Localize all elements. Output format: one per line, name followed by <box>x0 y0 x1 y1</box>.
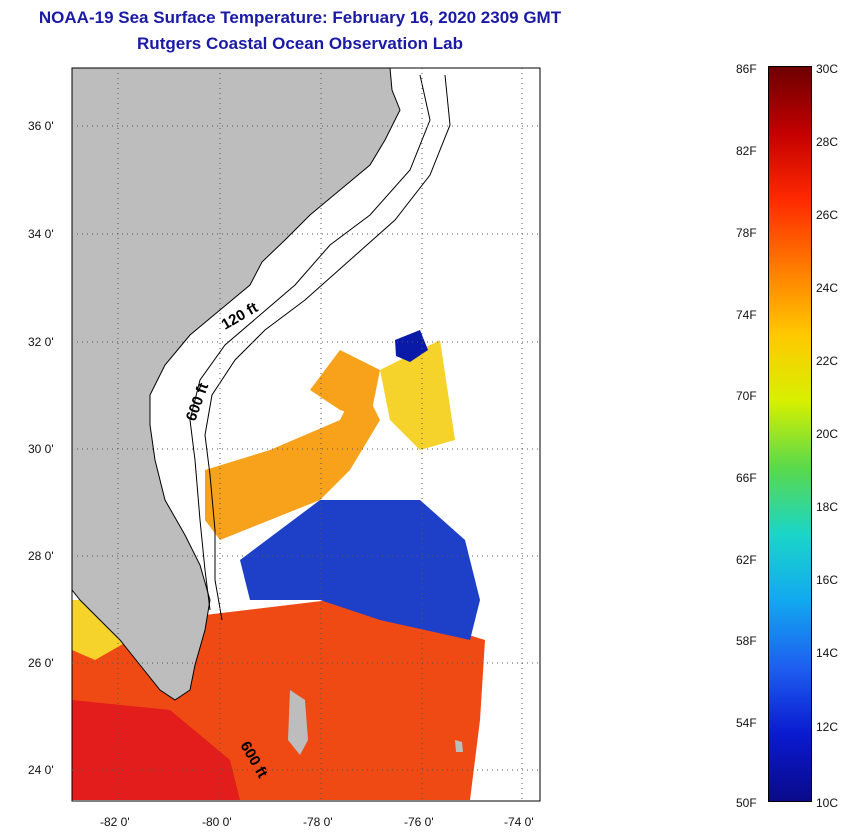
lat-label: 30 0' <box>28 442 54 456</box>
colorbar-label-c: 14C <box>816 646 839 660</box>
lon-label: -74 0' <box>504 815 534 829</box>
colorbar-label-c: 16C <box>816 573 839 587</box>
latitude-axis: 36 0' 34 0' 32 0' 30 0' 28 0' 26 0' 24 0… <box>28 119 54 777</box>
colorbar-label-f: 82F <box>736 144 757 158</box>
colorbar-label-c: 28C <box>816 135 839 149</box>
colorbar-label-f: 54F <box>736 716 757 730</box>
colorbar-label-f: 86F <box>736 62 757 76</box>
depth-contour-600ft <box>204 74 451 621</box>
colorbar-label-c: 18C <box>816 500 839 514</box>
longitude-axis: -82 0' -80 0' -78 0' -76 0' -74 0' <box>100 815 534 829</box>
lat-label: 24 0' <box>28 763 54 777</box>
colorbar-label-c: 20C <box>816 427 839 441</box>
sst-hot-region <box>72 700 240 800</box>
lon-label: -78 0' <box>303 815 333 829</box>
temperature-colorbar <box>768 66 812 802</box>
colorbar-label-f: 50F <box>736 796 757 810</box>
graticule <box>72 68 540 801</box>
sst-cold-region <box>240 500 480 640</box>
colorbar-label-f: 70F <box>736 389 757 403</box>
colorbar-label-c: 12C <box>816 720 839 734</box>
island <box>288 690 308 755</box>
colorbar-label-c: 10C <box>816 796 839 810</box>
map-subtitle: Rutgers Coastal Ocean Observation Lab <box>137 34 463 53</box>
colorbar-label-c: 24C <box>816 281 839 295</box>
colorbar-label-f: 58F <box>736 634 757 648</box>
map-title: NOAA-19 Sea Surface Temperature: Februar… <box>38 8 562 27</box>
island <box>455 740 463 752</box>
lat-label: 36 0' <box>28 119 54 133</box>
lon-label: -82 0' <box>100 815 130 829</box>
lat-label: 26 0' <box>28 656 54 670</box>
sst-cold-eddy <box>395 330 428 362</box>
lat-label: 28 0' <box>28 549 54 563</box>
map-frame <box>71 67 541 802</box>
depth-contour-120ft <box>189 74 431 611</box>
colorbar-label-c: 30C <box>816 62 839 76</box>
lat-label: 32 0' <box>28 335 54 349</box>
lon-label: -76 0' <box>404 815 434 829</box>
colorbar-label-f: 74F <box>736 308 757 322</box>
sst-mid-region-2 <box>310 350 380 420</box>
colorbar-label-c: 26C <box>816 208 839 222</box>
colorbar-label-c: 22C <box>816 354 839 368</box>
sst-mid-region <box>205 380 380 540</box>
lon-label: -80 0' <box>202 815 232 829</box>
colorbar-label-f: 66F <box>736 471 757 485</box>
land-mass <box>72 68 401 701</box>
colorbar-label-f: 78F <box>736 226 757 240</box>
sst-cool-region <box>380 340 455 450</box>
lat-label: 34 0' <box>28 227 54 241</box>
colorbar-label-f: 62F <box>736 553 757 567</box>
